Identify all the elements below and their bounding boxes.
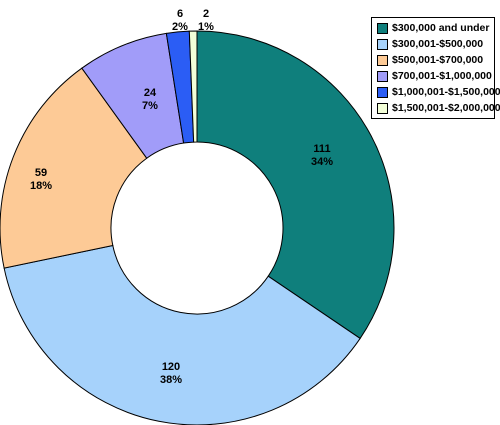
donut-slice bbox=[196, 30, 395, 340]
legend-swatch bbox=[377, 38, 388, 50]
legend-label: $1,500,001-$2,000,000 bbox=[392, 102, 500, 114]
slice-percent-label: 7% bbox=[142, 100, 158, 112]
slice-percent-label: 34% bbox=[311, 156, 333, 168]
slice-value-label: 6 bbox=[177, 8, 183, 20]
slice-value-label: 59 bbox=[35, 167, 47, 179]
slice-value-label: 111 bbox=[313, 143, 330, 155]
donut-slice bbox=[3, 244, 361, 425]
slice-percent-label: 18% bbox=[30, 180, 52, 192]
slice-percent-label: 2% bbox=[172, 21, 188, 33]
legend-swatch bbox=[377, 22, 388, 34]
donut-slice bbox=[0, 67, 148, 269]
legend-item: $500,001-$700,000 bbox=[372, 52, 494, 68]
slice-value-label: 24 bbox=[144, 87, 157, 99]
legend-label: $500,001-$700,000 bbox=[392, 54, 484, 66]
legend-label: $700,001-$1,000,000 bbox=[392, 70, 492, 82]
legend-swatch bbox=[377, 54, 388, 66]
slice-value-label: 120 bbox=[162, 361, 180, 373]
legend-swatch bbox=[377, 86, 388, 98]
donut-slice bbox=[188, 30, 198, 143]
legend-label: $300,000 and under bbox=[392, 22, 490, 34]
legend-item: $1,000,001-$1,500,000 bbox=[372, 84, 500, 100]
legend-item: $700,001-$1,000,000 bbox=[372, 68, 494, 84]
slice-percent-label: 1% bbox=[198, 21, 214, 33]
legend-label: $300,001-$500,000 bbox=[392, 38, 484, 50]
slice-percent-label: 38% bbox=[160, 374, 182, 386]
legend-item: $300,000 and under bbox=[372, 20, 494, 36]
legend-item: $1,500,001-$2,000,000 bbox=[372, 100, 500, 116]
legend-label: $1,000,001-$1,500,000 bbox=[392, 86, 500, 98]
legend-swatch bbox=[377, 102, 388, 114]
legend: $300,000 and under $300,001-$500,000 $500,… bbox=[371, 17, 500, 119]
legend-swatch bbox=[377, 70, 388, 82]
slice-value-label: 2 bbox=[203, 8, 209, 20]
legend-item: $300,001-$500,000 bbox=[372, 36, 494, 52]
